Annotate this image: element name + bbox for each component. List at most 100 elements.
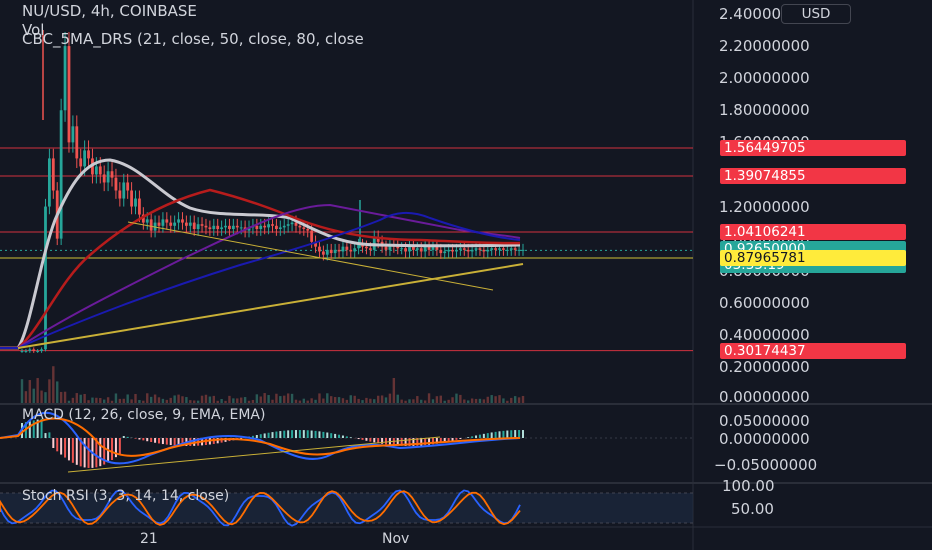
candle-body xyxy=(342,247,345,252)
candle-body xyxy=(79,158,82,166)
volume-bar xyxy=(185,397,187,403)
candle-body xyxy=(146,219,149,222)
candle-body xyxy=(338,250,341,252)
volume-bar xyxy=(95,398,97,403)
candle-body xyxy=(467,250,470,252)
macd-histogram-bar xyxy=(483,434,485,438)
volume-bar xyxy=(173,395,175,403)
candle-body xyxy=(267,224,270,227)
volume-bar xyxy=(483,399,485,403)
volume-bar xyxy=(502,398,504,403)
candle-body xyxy=(283,226,286,228)
candle-body xyxy=(490,248,493,250)
candle-body xyxy=(471,250,474,252)
indicator-label[interactable]: CBC_5MA_DRS (21, close, 50, close, 80, c… xyxy=(22,30,692,48)
macd-histogram-bar xyxy=(514,430,516,438)
volume-bar xyxy=(83,394,85,403)
volume-bar xyxy=(393,378,395,403)
volume-bar xyxy=(303,399,305,403)
macd-histogram-bar xyxy=(127,437,129,438)
macd-histogram-bar xyxy=(303,430,305,438)
macd-histogram-bar xyxy=(346,436,348,438)
volume-bar xyxy=(279,396,281,403)
volume-bar xyxy=(134,394,136,403)
price-tag: 1.39074855 xyxy=(720,168,906,184)
volume-bar xyxy=(123,399,125,403)
volume-bar xyxy=(209,397,211,403)
candle-body xyxy=(107,171,110,182)
volume-bar xyxy=(217,401,219,403)
volume-bar xyxy=(314,400,316,403)
macd-histogram-bar xyxy=(268,433,270,438)
macd-histogram-bar xyxy=(287,430,289,438)
candle-body xyxy=(506,250,509,251)
candle-body xyxy=(518,250,521,251)
macd-histogram-bar xyxy=(64,438,66,458)
candle-body xyxy=(48,158,51,206)
candle-body xyxy=(369,248,372,250)
volume-bar xyxy=(80,395,82,403)
candle-body xyxy=(173,223,176,226)
candle-body xyxy=(400,248,403,249)
macd-histogram-bar xyxy=(146,438,148,441)
macd-histogram-bar xyxy=(299,430,301,438)
candle-body xyxy=(295,223,298,226)
volume-bar xyxy=(181,396,183,403)
volume-bar xyxy=(361,400,363,403)
volume-bar xyxy=(213,396,215,403)
volume-bar xyxy=(224,401,226,403)
macd-histogram-bar xyxy=(318,431,320,438)
macd-histogram-bar xyxy=(307,430,309,438)
stoch-axis-tick: 50.00 xyxy=(731,500,774,518)
macd-histogram-bar xyxy=(330,433,332,438)
volume-bar xyxy=(111,401,113,403)
candle-body xyxy=(25,351,28,352)
stoch-label[interactable]: Stoch RSI (3, 3, 14, 14, close) xyxy=(22,488,229,504)
volume-bar xyxy=(510,398,512,403)
volume-bar xyxy=(60,392,62,403)
macd-histogram-bar xyxy=(283,431,285,438)
candle-body xyxy=(189,223,192,226)
candle-body xyxy=(291,223,294,225)
volume-bar xyxy=(506,401,508,403)
time-tick: Nov xyxy=(382,531,409,547)
volume-bar xyxy=(40,391,42,403)
volume-bar xyxy=(232,398,234,403)
candle-body xyxy=(165,219,168,222)
volume-bar xyxy=(350,395,352,403)
currency-button[interactable]: USD xyxy=(781,4,851,24)
candle-body xyxy=(68,46,71,142)
volume-bar xyxy=(299,401,301,403)
candle-body xyxy=(32,349,35,351)
volume-bar xyxy=(330,396,332,403)
volume-bar xyxy=(318,393,320,403)
candle-body xyxy=(385,247,388,250)
chart-title[interactable]: NU/USD, 4h, COINBASE xyxy=(22,2,197,20)
candle-body xyxy=(169,223,172,226)
volume-bar xyxy=(138,400,140,403)
candle-body xyxy=(404,248,407,251)
candle-body xyxy=(111,171,114,177)
volume-bar xyxy=(373,399,375,403)
candle-body xyxy=(345,247,348,250)
candle-body xyxy=(212,226,215,229)
macd-histogram-bar xyxy=(44,433,46,438)
candle-body xyxy=(126,182,129,190)
candle-body xyxy=(439,250,442,253)
macd-histogram-bar xyxy=(369,438,371,442)
macd-label[interactable]: MACD (12, 26, close, 9, EMA, EMA) xyxy=(22,407,265,423)
candle-body xyxy=(60,110,63,238)
candle-body xyxy=(451,250,454,252)
price-tag: 1.04106241 xyxy=(720,224,906,240)
candle-body xyxy=(310,231,313,242)
volume-bar xyxy=(64,392,66,403)
price-axis-tick: 1.80000000 xyxy=(719,101,810,119)
macd-histogram-bar xyxy=(358,438,360,439)
candle-body xyxy=(224,226,227,228)
macd-histogram-bar xyxy=(475,435,477,438)
volume-bar xyxy=(166,400,168,403)
candle-body xyxy=(193,223,196,229)
volume-bar xyxy=(424,400,426,403)
macd-histogram-bar xyxy=(154,438,156,443)
volume-bar xyxy=(263,393,265,403)
